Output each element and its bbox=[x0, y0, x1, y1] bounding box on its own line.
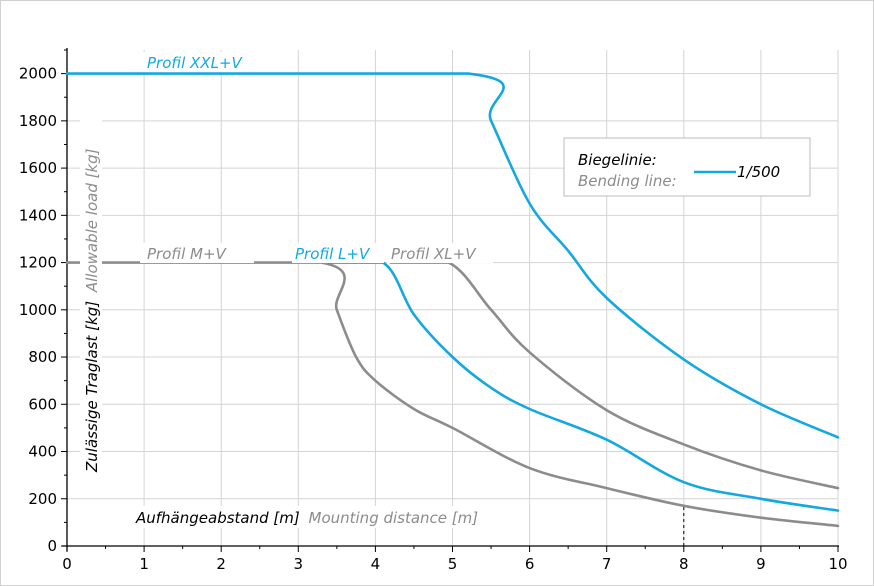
series-line-profil-xxl-v bbox=[65, 72, 840, 439]
legend-title-en: Bending line: bbox=[578, 172, 677, 190]
legend-title-de: Biegelinie: bbox=[578, 151, 657, 169]
x-tick-label: 9 bbox=[756, 555, 766, 573]
x-axis-label: Aufhängeabstand [m] Mounting distance [m… bbox=[130, 506, 508, 528]
y-tick-label: 2000 bbox=[19, 65, 57, 83]
y-axis-label-text: Zulässige Traglast [kg] Allowable load [… bbox=[83, 148, 101, 473]
y-axis-label: Zulässige Traglast [kg] Allowable load [… bbox=[80, 116, 102, 476]
legend-entry-label: 1/500 bbox=[737, 163, 780, 181]
x-axis-label-en: Mounting distance [m] bbox=[309, 509, 479, 527]
label-bg-l bbox=[292, 243, 384, 263]
series-label-m: Profil M+V bbox=[147, 245, 228, 263]
legend-box bbox=[563, 137, 811, 197]
y-axis-label-de: Zulässige Traglast [kg] bbox=[83, 301, 101, 473]
series-label-xl: Profil XL+V bbox=[391, 245, 477, 263]
y-tick-label: 1400 bbox=[19, 206, 57, 224]
y-tick-label: 0 bbox=[47, 537, 57, 555]
series-labels: Profil XXL+V Profil M+V Profil L+V Profi… bbox=[140, 52, 493, 263]
series-line-profil-m-v bbox=[65, 261, 840, 528]
y-tick-label: 1000 bbox=[19, 301, 57, 319]
y-tick-label: 800 bbox=[28, 348, 57, 366]
x-tick-label: 10 bbox=[828, 555, 847, 573]
series-line-profil-xl-v bbox=[389, 261, 840, 490]
legend: Biegelinie: Bending line: 1/500 bbox=[563, 137, 811, 197]
x-tick-label: 2 bbox=[216, 555, 226, 573]
y-tick-label: 400 bbox=[28, 443, 57, 461]
label-bg-xl bbox=[387, 243, 493, 263]
series-label-xxl: Profil XXL+V bbox=[147, 54, 243, 72]
x-tick-label: 4 bbox=[371, 555, 381, 573]
x-axis-label-bg bbox=[130, 506, 508, 528]
tick-labels: 0 1 2 3 4 5 6 7 8 9 10 0 200 400 600 800 1000 1200 1400 160… bbox=[19, 65, 848, 573]
x-tick-label: 1 bbox=[139, 555, 149, 573]
y-axis-label-bg bbox=[80, 116, 102, 476]
label-bg-xxl bbox=[140, 52, 288, 72]
y-axis-label-en: Allowable load [kg] bbox=[83, 148, 101, 293]
x-axis-label-de: Aufhängeabstand [m] bbox=[135, 509, 300, 527]
x-tick-label: 6 bbox=[525, 555, 535, 573]
label-bg-m bbox=[140, 243, 254, 263]
x-tick-label: 8 bbox=[679, 555, 689, 573]
series-line-profil-l-v bbox=[327, 261, 840, 512]
y-tick-label: 1800 bbox=[19, 112, 57, 130]
y-tick-label: 1600 bbox=[19, 159, 57, 177]
x-tick-label: 5 bbox=[448, 555, 458, 573]
x-tick-label: 7 bbox=[602, 555, 612, 573]
y-tick-label: 1200 bbox=[19, 254, 57, 272]
series-lines bbox=[65, 72, 840, 528]
axes bbox=[61, 48, 839, 552]
x-tick-label: 0 bbox=[62, 555, 72, 573]
series-label-l: Profil L+V bbox=[295, 245, 371, 263]
x-tick-label: 3 bbox=[294, 555, 304, 573]
x-axis-label-text: Aufhängeabstand [m] Mounting distance [m… bbox=[135, 509, 478, 527]
y-tick-label: 200 bbox=[28, 490, 57, 508]
y-tick-label: 600 bbox=[28, 395, 57, 413]
